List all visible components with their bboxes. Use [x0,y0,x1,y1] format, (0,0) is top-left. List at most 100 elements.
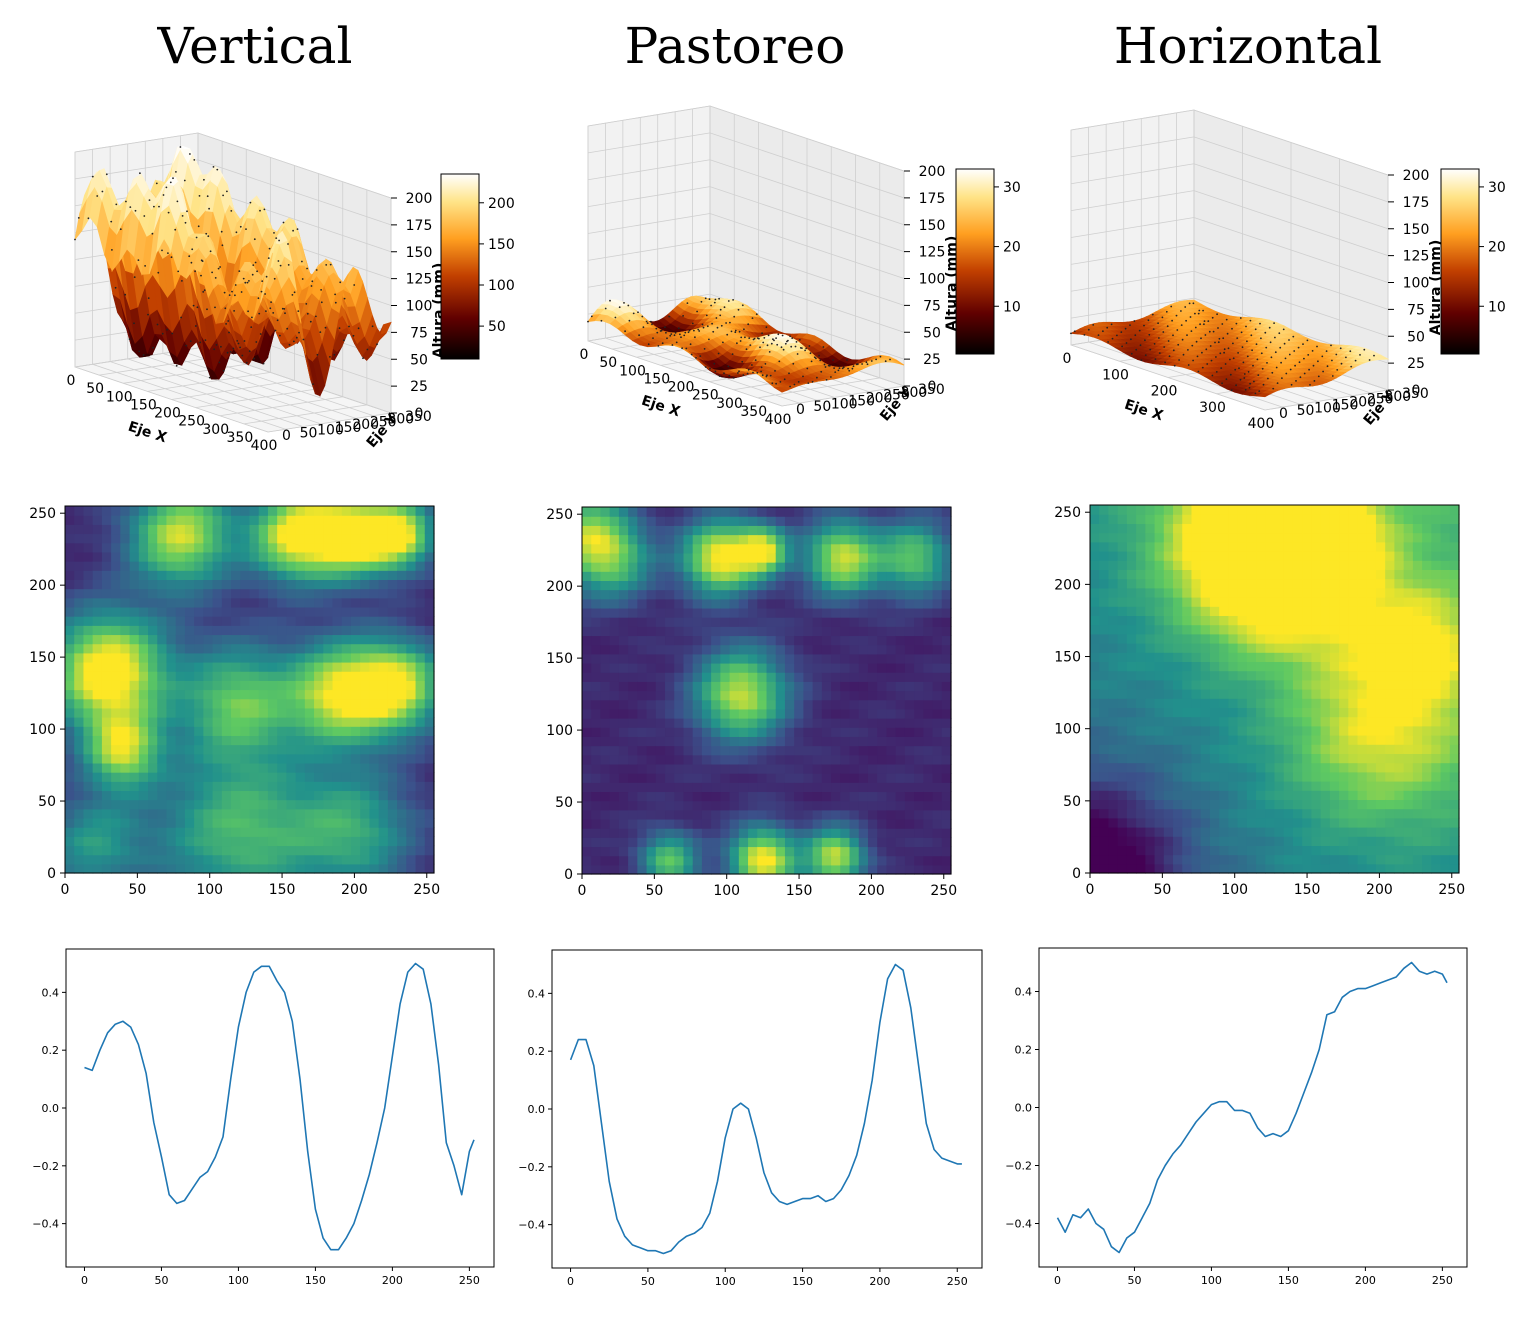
heatmap-cell [184,845,195,856]
surface-facet [260,252,274,303]
heatmap-cell [240,616,251,626]
heatmap-cell [138,616,149,626]
heatmap-cell [332,808,343,819]
heatmap-cell [369,698,380,709]
heatmap-cell [258,570,269,580]
heatmap-cell [212,542,223,553]
heatmap-cell [582,818,592,829]
heatmap-cell [637,800,648,811]
heatmap-cell [101,515,112,525]
heatmap-cell [83,762,94,773]
heatmap-cell [424,817,435,828]
heatmap-cell [600,681,611,692]
heatmap-cell [369,515,380,525]
heatmap-cell [295,845,306,856]
heatmap-cell [148,817,158,828]
heatmap-cell [92,698,103,709]
heatmap-cell [83,616,94,626]
sample-point [272,312,275,314]
sample-point [1216,313,1218,316]
sample-point [1203,323,1205,326]
x-tick-label: 200 [154,406,181,422]
heatmap-cell [618,782,629,793]
heatmap-cell [101,817,112,828]
sample-point [674,332,677,334]
heatmap-cell [314,588,324,599]
sample-point [1201,351,1203,354]
sample-point [181,215,184,217]
heatmap-cell [138,625,149,636]
heatmap-cell [397,524,407,535]
heatmap-cell [341,506,352,516]
heatmap-cell [258,817,269,828]
surface-facet [773,386,788,393]
heatmap-cell [415,597,426,608]
sample-point [627,304,630,307]
heatmap-cell [157,845,168,856]
heatmap-cell [157,817,168,828]
heatmap-cell [267,625,278,636]
sample-point [228,331,230,334]
z-tick-label: 100 [1403,276,1430,292]
sample-point [740,336,743,339]
colorbar-tick-label: 10 [1003,299,1021,315]
x-axis-label: Eje X [639,393,682,420]
heatmap-cell [249,836,260,847]
sample-point [1147,319,1150,322]
heatmap-cell [637,607,648,618]
heatmap-cell [111,744,121,755]
heatmap-cell [249,561,260,571]
heatmap-cell [314,671,324,681]
heatmap-cell [600,791,611,802]
heatmap-cell [194,506,204,516]
heatmap-cell [591,662,602,673]
sample-point [171,332,174,335]
heatmap-cell [249,689,260,700]
sample-point [861,363,863,365]
z-tick-label: 0 [415,406,424,422]
heatmap-cell [646,708,657,719]
heatmap-cell [286,606,297,617]
heatmap-cell [609,864,620,875]
heatmap-cell [267,588,278,599]
heatmap-cell [203,735,214,746]
sample-point [1166,325,1169,328]
heatmap-cell [240,827,251,837]
heatmap-cell [415,671,426,681]
heatmap-cell [184,836,195,847]
heatmap-cell [184,579,195,590]
heatmap-cell [582,681,592,692]
sample-point [1336,369,1339,371]
sample-point [1268,326,1271,329]
heatmap-cell [314,799,324,810]
heatmap-cell [304,726,315,736]
heatmap-cell [83,570,94,580]
heatmap-cell [148,597,158,608]
heatmap-cell [369,671,380,681]
heatmap-cell [646,791,657,802]
heatmap-cell [286,671,297,681]
sample-point [670,333,673,335]
sample-point [1092,324,1095,326]
heatmap-cell [221,533,232,544]
sample-point [715,317,718,319]
heatmap-cell [129,561,140,571]
sample-point [657,345,660,347]
heatmap-cell [249,735,260,746]
heatmap-cell [221,817,232,828]
heatmap-cell [646,763,657,774]
heatmap-cell [65,661,75,672]
heatmap-cell [240,533,251,544]
sample-point [762,341,765,344]
sample-point [848,369,851,372]
sample-point [237,342,240,345]
heatmap-cell [175,588,186,599]
heatmap-cell [295,753,306,764]
sample-point [722,341,724,344]
heatmap-cell [212,735,223,746]
sample-point [147,297,150,299]
heatmap-cell [83,597,94,608]
heatmap-cell [157,698,168,709]
sample-point [756,371,759,374]
heatmap-cell [582,791,592,802]
